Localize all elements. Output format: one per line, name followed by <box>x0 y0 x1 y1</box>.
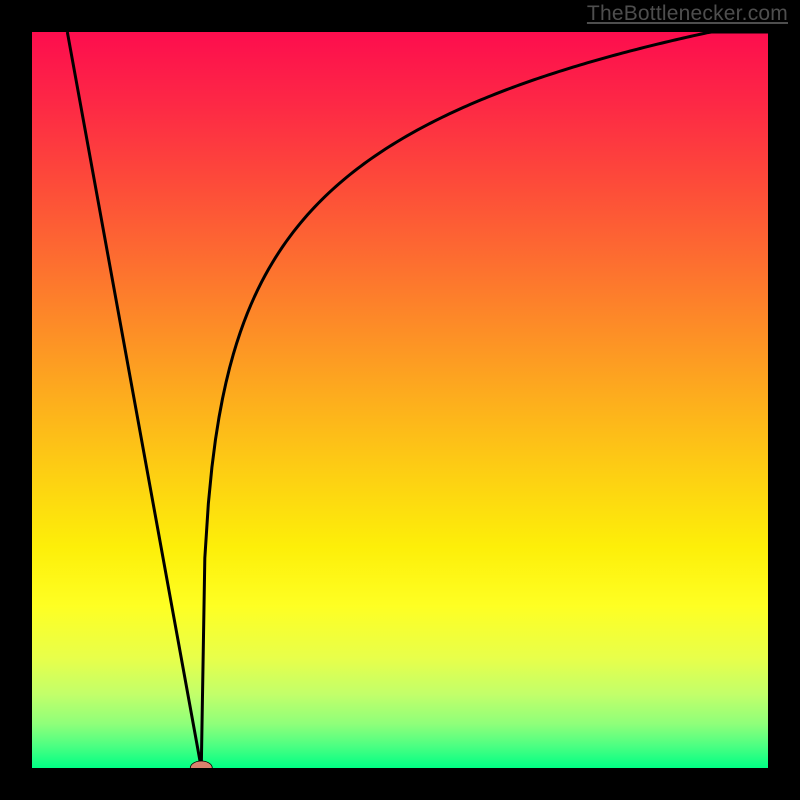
plot-svg <box>0 0 800 800</box>
plot-bg-gradient <box>32 32 768 768</box>
frame-left <box>0 0 32 800</box>
frame-bottom <box>0 768 800 800</box>
frame-right <box>768 0 800 800</box>
figure-root: TheBottlenecker.com <box>0 0 800 800</box>
watermark-link[interactable]: TheBottlenecker.com <box>587 2 788 26</box>
